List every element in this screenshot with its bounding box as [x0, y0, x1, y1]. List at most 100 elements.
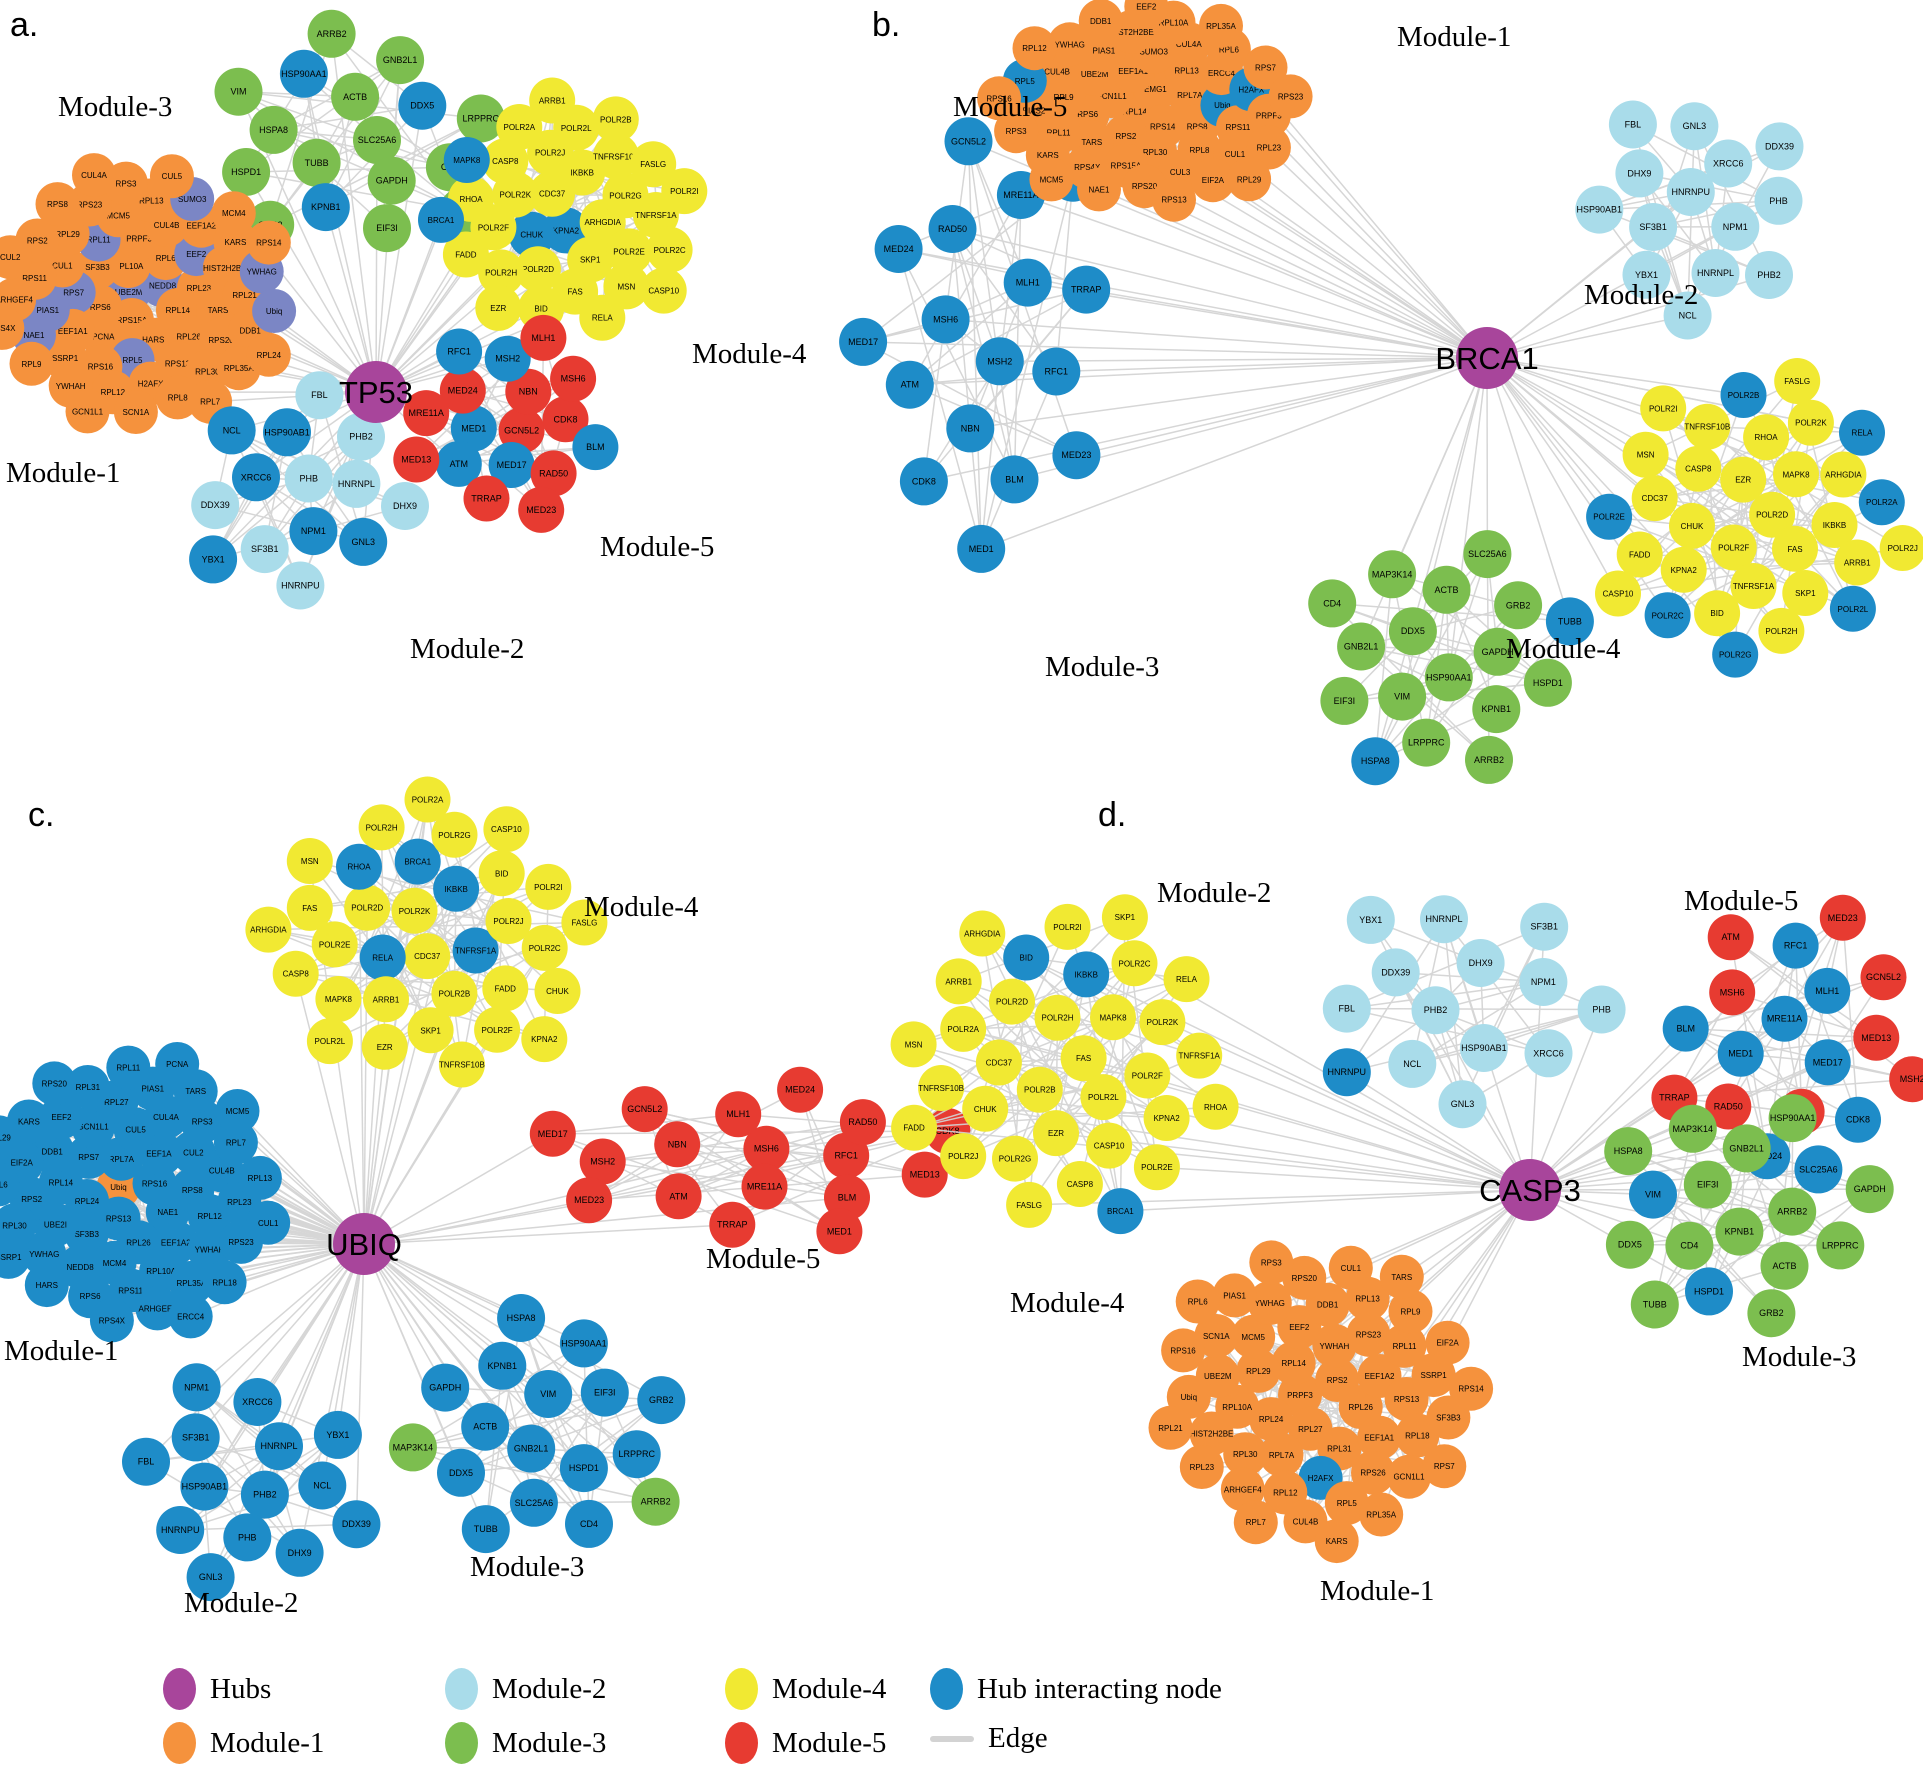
- node-atm[interactable]: ATM: [435, 440, 482, 487]
- node-rps13[interactable]: RPS13: [1152, 177, 1196, 222]
- node-circle-rpl7[interactable]: [213, 1120, 258, 1165]
- node-kpna2[interactable]: KPNA2: [1143, 1095, 1190, 1141]
- node-ncl[interactable]: NCL: [207, 406, 256, 455]
- node-hnrnpu[interactable]: HNRNPU: [276, 561, 325, 610]
- node-circle-vim[interactable]: [214, 67, 263, 116]
- node-circle-hnrnpl[interactable]: [1420, 895, 1468, 944]
- node-circle-rpl9[interactable]: [9, 341, 54, 386]
- node-scn1a[interactable]: SCN1A: [1194, 1314, 1239, 1358]
- node-rad50[interactable]: RAD50: [530, 450, 577, 497]
- node-circle-dhx9[interactable]: [381, 482, 429, 530]
- node-circle-map3k14[interactable]: [388, 1423, 437, 1472]
- node-circle-hnrnpu[interactable]: [1322, 1048, 1371, 1097]
- node-circle-hars[interactable]: [24, 1263, 69, 1308]
- node-circle-ddx39[interactable]: [1755, 122, 1804, 171]
- node-circle-hspa8[interactable]: [497, 1294, 546, 1342]
- node-hnrnpu[interactable]: HNRNPU: [156, 1506, 205, 1554]
- node-circle-fas[interactable]: [286, 884, 333, 931]
- node-rps14[interactable]: RPS14: [246, 220, 291, 265]
- node-circle-rpl18[interactable]: [202, 1260, 247, 1305]
- node-circle-eef2[interactable]: [39, 1095, 84, 1140]
- node-rps20[interactable]: RPS20: [32, 1061, 77, 1106]
- node-circle-rps20[interactable]: [1282, 1255, 1327, 1300]
- node-casp8[interactable]: CASP8: [1056, 1161, 1103, 1207]
- node-arrb1[interactable]: ARRB1: [935, 958, 982, 1005]
- node-eif3i[interactable]: EIF3I: [363, 204, 411, 253]
- node-circle-hsp90ab1[interactable]: [1575, 185, 1624, 234]
- node-hsp90ab1[interactable]: HSP90AB1: [180, 1462, 229, 1511]
- node-circle-scn1a[interactable]: [1194, 1314, 1239, 1358]
- node-circle-gnl3[interactable]: [339, 517, 388, 566]
- node-circle-hspd1[interactable]: [559, 1444, 608, 1493]
- node-circle-rps16[interactable]: [977, 76, 1022, 121]
- node-chuk[interactable]: CHUK: [1669, 502, 1715, 549]
- node-fbl[interactable]: FBL: [1322, 984, 1371, 1033]
- node-circle-polr2i[interactable]: [661, 168, 708, 215]
- node-circle-mcm4[interactable]: [211, 191, 256, 236]
- node-circle-bid[interactable]: [1694, 590, 1741, 637]
- node-circle-hnrnpu[interactable]: [1666, 168, 1715, 216]
- node-circle-hsp90aa1[interactable]: [559, 1319, 608, 1368]
- node-skp1[interactable]: SKP1: [1782, 570, 1829, 616]
- node-rpl24[interactable]: RPL24: [246, 332, 291, 377]
- node-polr2a[interactable]: POLR2A: [496, 104, 543, 150]
- node-circle-gcn1l1[interactable]: [1387, 1454, 1431, 1499]
- node-gnl3[interactable]: GNL3: [1438, 1080, 1487, 1129]
- node-circle-brca1[interactable]: [394, 838, 441, 885]
- node-eif2a[interactable]: EIF2A: [1425, 1320, 1470, 1365]
- node-circle-rps26[interactable]: [1351, 1450, 1395, 1495]
- node-circle-fadd[interactable]: [1616, 531, 1663, 578]
- node-circle-eif3i[interactable]: [1320, 676, 1369, 725]
- node-map3k14[interactable]: MAP3K14: [1368, 550, 1417, 599]
- node-circle-med13[interactable]: [901, 1151, 948, 1198]
- node-circle-cul5[interactable]: [149, 154, 194, 199]
- node-phb2[interactable]: PHB2: [1411, 986, 1460, 1035]
- node-polr2j[interactable]: POLR2J: [485, 898, 532, 944]
- node-circle-rhoa[interactable]: [336, 843, 382, 890]
- node-chuk[interactable]: CHUK: [534, 968, 581, 1014]
- node-circle-scn1a[interactable]: [113, 390, 158, 434]
- node-mapk8[interactable]: MAPK8: [443, 137, 490, 183]
- node-circle-rad50[interactable]: [530, 450, 577, 497]
- node-rela[interactable]: RELA: [359, 934, 406, 981]
- node-polr2d[interactable]: POLR2D: [344, 884, 391, 931]
- node-xrcc6[interactable]: XRCC6: [233, 1378, 282, 1426]
- node-xrcc6[interactable]: XRCC6: [1524, 1029, 1573, 1078]
- node-circle-phb[interactable]: [1577, 985, 1626, 1034]
- node-circle-polr2k[interactable]: [391, 887, 438, 934]
- node-gnb2l1[interactable]: GNB2L1: [1722, 1124, 1771, 1173]
- node-tubb[interactable]: TUBB: [461, 1505, 510, 1554]
- node-circle-cdk8[interactable]: [1835, 1096, 1881, 1143]
- node-slc25a6[interactable]: SLC25A6: [1463, 530, 1512, 579]
- node-faslg[interactable]: FASLG: [1006, 1181, 1053, 1228]
- node-circle-mlh1[interactable]: [715, 1091, 762, 1138]
- node-circle-cul4a[interactable]: [72, 153, 116, 198]
- node-scn1a[interactable]: SCN1A: [113, 390, 158, 434]
- node-slc25a6[interactable]: SLC25A6: [1794, 1145, 1843, 1194]
- hub-casp3[interactable]: CASP3: [1479, 1159, 1581, 1221]
- node-circle-kars[interactable]: [1314, 1519, 1359, 1564]
- node-arrb1[interactable]: ARRB1: [529, 77, 576, 124]
- node-msn[interactable]: MSN: [890, 1021, 937, 1068]
- node-hspd1[interactable]: HSPD1: [1523, 658, 1572, 707]
- node-circle-nae1[interactable]: [1077, 167, 1121, 212]
- node-circle-gcn5l2[interactable]: [498, 407, 545, 454]
- node-circle-cul1[interactable]: [1328, 1245, 1373, 1290]
- node-circle-npm1[interactable]: [1519, 958, 1568, 1006]
- node-circle-gnb2l1[interactable]: [1337, 622, 1386, 671]
- node-circle-rps4x[interactable]: [89, 1298, 134, 1343]
- node-circle-rpl9[interactable]: [1388, 1289, 1433, 1334]
- node-circle-rhoa[interactable]: [1192, 1083, 1239, 1130]
- node-circle-rps7[interactable]: [1243, 45, 1288, 90]
- node-phb[interactable]: PHB: [284, 454, 333, 503]
- node-arrb1[interactable]: ARRB1: [363, 976, 409, 1023]
- node-circle-blm[interactable]: [572, 424, 619, 471]
- node-fadd[interactable]: FADD: [482, 965, 529, 1012]
- node-hist2h2be[interactable]: HIST2H2BE: [1189, 1411, 1234, 1456]
- node-circle-phb2[interactable]: [1745, 251, 1793, 299]
- node-msh2[interactable]: MSH2: [975, 337, 1024, 386]
- node-rps16[interactable]: RPS16: [1161, 1328, 1206, 1373]
- node-msh2[interactable]: MSH2: [484, 335, 531, 382]
- node-trrap[interactable]: TRRAP: [709, 1201, 756, 1248]
- node-nbn[interactable]: NBN: [505, 368, 552, 415]
